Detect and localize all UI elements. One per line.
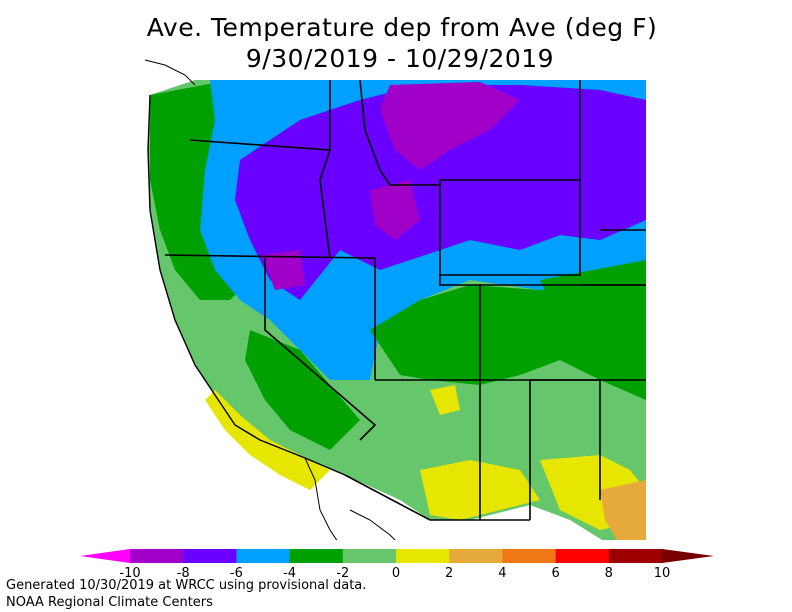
region-slightly-warm-socal xyxy=(205,390,330,490)
legend-tick-label: -8 xyxy=(177,566,190,580)
pacific-coastline xyxy=(147,94,346,476)
region-slightly-cool-coast xyxy=(245,330,360,450)
state-boundaries xyxy=(164,79,646,521)
legend-tick-label: -6 xyxy=(230,566,243,580)
legend-swatch xyxy=(449,549,503,563)
gulf-california-outline xyxy=(349,509,396,540)
region-very-cold-nevada xyxy=(262,250,305,290)
generated-note: Generated 10/30/2019 at WRCC using provi… xyxy=(6,578,367,593)
legend-swatch xyxy=(183,549,237,563)
map-date-range: 9/30/2019 - 10/29/2019 xyxy=(245,44,555,73)
legend-swatch xyxy=(396,549,450,563)
legend-tick-label: -2 xyxy=(336,566,349,580)
region-warm-southtexas xyxy=(600,480,646,540)
region-slightly-warm-az-north xyxy=(430,385,460,415)
map-title: Ave. Temperature dep from Ave (deg F) xyxy=(146,13,658,42)
legend-tick-label: 10 xyxy=(654,566,671,580)
legend-swatch xyxy=(236,549,291,563)
region-very-cold-montana xyxy=(380,82,520,170)
mexico-outline xyxy=(304,457,338,540)
legend-tick-label: 4 xyxy=(498,566,506,580)
legend-swatch xyxy=(502,549,557,563)
legend-swatch xyxy=(342,549,397,563)
legend-swatch xyxy=(555,549,610,563)
legend-tick-label: -4 xyxy=(283,566,296,580)
legend-tick-label: 8 xyxy=(605,566,613,580)
legend-tick-label: -10 xyxy=(119,566,140,580)
region-very-cold-idaho xyxy=(370,180,420,240)
legend-arrow-low xyxy=(80,549,130,563)
legend-tick-label: 6 xyxy=(551,566,559,580)
legend-swatch xyxy=(608,549,663,563)
legend-arrow-high xyxy=(662,549,714,563)
legend-swatch xyxy=(289,549,344,563)
legend-tick-label: 2 xyxy=(445,566,453,580)
temperature-departure-map xyxy=(144,59,646,540)
legend-swatch xyxy=(130,549,184,563)
legend-tick-label: 0 xyxy=(392,566,400,580)
color-legend: -10 -8 -6 -4 -2 0 2 4 6 8 10 xyxy=(80,549,714,580)
region-slightly-cool-plains xyxy=(540,260,646,340)
source-credit: NOAA Regional Climate Centers xyxy=(6,595,213,610)
vancouver-island-outline xyxy=(144,59,196,86)
